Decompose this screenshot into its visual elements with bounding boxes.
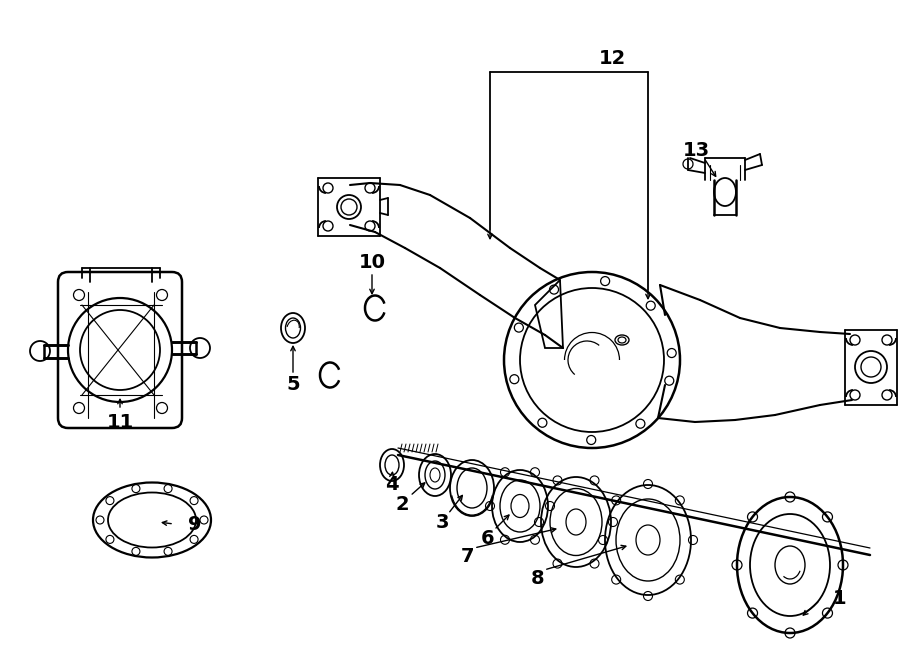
Text: 7: 7 — [461, 547, 475, 566]
Text: 6: 6 — [482, 529, 495, 547]
Text: 11: 11 — [106, 412, 133, 432]
Text: 12: 12 — [598, 48, 625, 67]
Text: 10: 10 — [358, 253, 385, 272]
Text: 3: 3 — [436, 512, 449, 531]
Text: 9: 9 — [188, 516, 202, 535]
Text: 13: 13 — [682, 141, 709, 159]
Text: 5: 5 — [286, 375, 300, 393]
Text: 8: 8 — [531, 568, 544, 588]
Text: 2: 2 — [395, 494, 409, 514]
Text: 1: 1 — [833, 588, 847, 607]
Text: 4: 4 — [385, 475, 399, 494]
